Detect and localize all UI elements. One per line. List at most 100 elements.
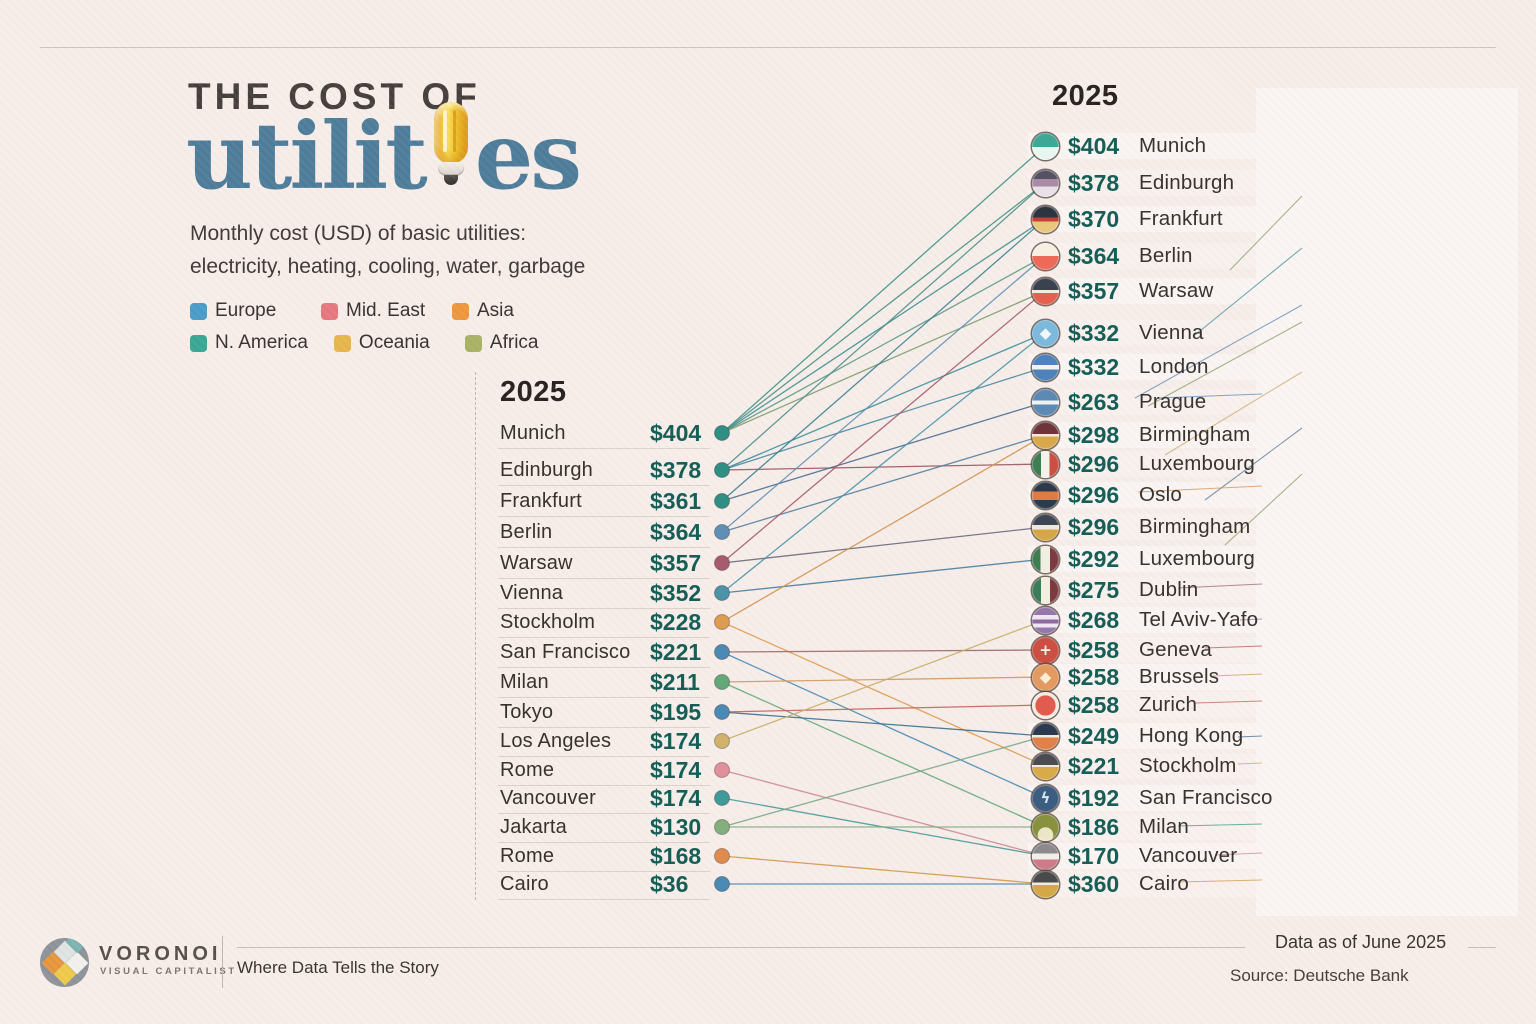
slope-line: [721, 290, 1046, 564]
row-underline: [498, 899, 710, 900]
legend-label: Asia: [477, 300, 514, 321]
legend-label: Oceania: [358, 332, 430, 353]
source-note: Source: Deutsche Bank: [1230, 966, 1409, 985]
row-underline: [498, 785, 710, 786]
slope-line: [721, 332, 1046, 471]
top-rule: [40, 47, 1496, 48]
row-stripe: [1028, 451, 1256, 477]
right-background-panel: [1256, 88, 1518, 916]
slope-line: [1194, 700, 1263, 704]
row-stripe: [1028, 692, 1256, 718]
row-stripe: [1028, 664, 1256, 690]
slope-line: [1177, 823, 1263, 827]
title-kicker: THE COST OF: [188, 76, 481, 117]
slope-line: [1214, 852, 1263, 856]
left-endpoint-dot: [714, 524, 730, 540]
slope-line: [1237, 762, 1263, 765]
legend-item-africa: Africa: [464, 332, 570, 354]
slope-line: [721, 558, 1046, 594]
slope-line: [721, 290, 1046, 434]
row-underline: [498, 485, 710, 486]
row-underline: [498, 813, 710, 814]
slope-line: [1177, 583, 1263, 589]
slope-line: [1147, 321, 1303, 407]
legend-item-europe: Europe: [190, 300, 295, 322]
row-stripe: [1028, 514, 1256, 540]
left-column-year-header: 2025: [500, 376, 567, 408]
footer-divider: [222, 936, 223, 988]
row-stripe: [1028, 607, 1256, 633]
row-underline: [498, 637, 710, 638]
slope-line: [721, 676, 1046, 683]
lightbulb-icon: [431, 102, 471, 194]
left-endpoint-dot: [714, 704, 730, 720]
row-stripe: [1028, 170, 1256, 196]
slope-line: [721, 619, 1046, 742]
slope-line: [721, 434, 1046, 533]
row-stripe: [1028, 243, 1256, 269]
row-stripe: [1028, 871, 1256, 897]
row-underline: [498, 871, 710, 872]
brand-tagline: Where Data Tells the Story: [237, 958, 439, 977]
slope-line: [721, 366, 1046, 471]
slope-line: [721, 621, 1046, 767]
row-stripe: [1028, 843, 1256, 869]
left-endpoint-dot: [714, 425, 730, 441]
left-endpoint-dot: [714, 762, 730, 778]
title-word-right: es: [474, 101, 582, 210]
chart-subtitle: Monthly cost (USD) of basic utilities: e…: [190, 222, 586, 278]
row-stripe: [1028, 785, 1256, 811]
legend-swatch: [190, 334, 207, 352]
row-underline: [498, 448, 710, 449]
slope-line: [721, 182, 1046, 471]
row-stripe: [1028, 278, 1256, 304]
legend-label: Africa: [489, 332, 539, 353]
slope-line: [721, 218, 1046, 502]
slope-line: [721, 855, 1046, 885]
voronoi-logo: [40, 938, 89, 987]
slope-line: [721, 711, 1046, 737]
row-stripe: [1028, 814, 1256, 840]
slope-line: [1157, 393, 1263, 399]
slope-line: [1224, 473, 1303, 546]
row-underline: [498, 667, 710, 668]
slope-line: [721, 681, 1046, 828]
left-endpoint-dot: [714, 493, 730, 509]
row-stripe: [1028, 133, 1256, 159]
slope-line: [721, 651, 1046, 799]
slope-line: [721, 526, 1046, 564]
row-underline: [498, 756, 710, 757]
left-endpoint-dot: [714, 790, 730, 806]
title-word-left: utilit: [186, 101, 428, 210]
slope-line: [1177, 879, 1263, 883]
brand-subtitle: VISUAL CAPITALIST: [100, 966, 237, 977]
slope-line: [1137, 485, 1263, 493]
legend-swatch: [321, 302, 338, 320]
legend-item-asia: Asia: [452, 300, 557, 322]
slope-line: [1239, 618, 1263, 621]
slope-line: [721, 463, 1046, 471]
legend-label: Mid. East: [346, 300, 426, 321]
row-stripe: [1028, 354, 1256, 380]
slope-line: [721, 434, 1046, 623]
left-endpoint-dot: [714, 555, 730, 571]
slope-line: [1134, 304, 1303, 399]
left-endpoint-dot: [714, 462, 730, 478]
row-stripe: [1028, 320, 1256, 346]
row-stripe: [1028, 577, 1256, 603]
slope-line: [1194, 247, 1303, 336]
legend-label: Europe: [215, 300, 277, 321]
row-underline: [498, 842, 710, 843]
row-stripe: [1028, 637, 1256, 663]
legend-swatch: [190, 302, 207, 320]
slope-line: [721, 145, 1046, 434]
slope-line: [1229, 195, 1303, 271]
row-underline: [498, 697, 710, 698]
row-stripe: [1028, 753, 1256, 779]
legend-item-oceania: Oceania: [333, 332, 439, 354]
slope-line: [1211, 673, 1263, 677]
data-as-of-note: Data as of June 2025: [1263, 932, 1459, 953]
legend-swatch: [333, 334, 351, 352]
